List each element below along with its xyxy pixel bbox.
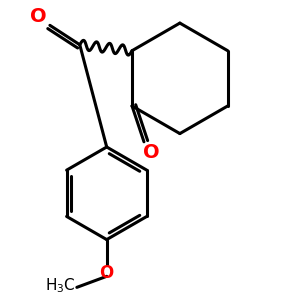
Text: $\mathregular{H_3C}$: $\mathregular{H_3C}$: [45, 277, 76, 295]
Text: O: O: [100, 264, 114, 282]
Text: O: O: [143, 143, 160, 162]
Text: O: O: [30, 7, 46, 26]
